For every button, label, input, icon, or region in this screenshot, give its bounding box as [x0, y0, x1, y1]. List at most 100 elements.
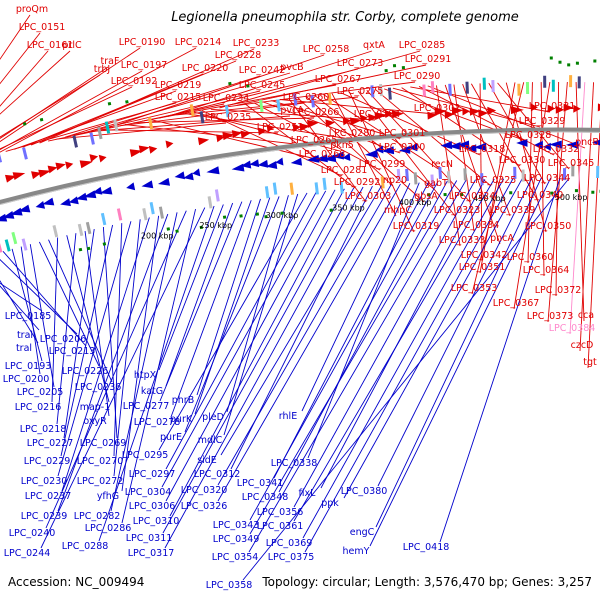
- rna-feature-block: [438, 166, 442, 180]
- label-leader-line: [366, 90, 471, 203]
- label-leader-line: [579, 82, 594, 352]
- label-leader-line: [575, 82, 585, 322]
- rna-feature-block: [430, 81, 435, 94]
- label-leader-line: [305, 96, 425, 203]
- map-title: Legionella pneumophila str. Corby, compl…: [171, 10, 519, 25]
- gene-label: LPC_0270: [77, 456, 124, 467]
- rna-feature-block: [446, 171, 451, 184]
- label-leader-line: [0, 258, 78, 335]
- cog-feature-mark: [549, 56, 553, 60]
- gene-label: LPC_0190: [119, 37, 166, 48]
- rna-feature-block: [327, 92, 332, 106]
- cog-feature-mark: [574, 189, 578, 193]
- gene-label: LPC_0213: [49, 346, 96, 357]
- label-leader-line: [162, 187, 355, 534]
- label-leader-line: [279, 99, 436, 115]
- gene-label: LPC_0301: [379, 128, 426, 139]
- gene-label: LPC_0236: [75, 382, 122, 393]
- gene-label: htpX: [134, 370, 157, 381]
- label-leader-line: [29, 244, 55, 388]
- rna-feature-block: [214, 189, 220, 202]
- forward-gene-arrow: [451, 106, 464, 115]
- label-leader-line: [167, 50, 373, 117]
- gene-label: ppk: [321, 498, 339, 509]
- label-leader-line: [369, 177, 552, 547]
- gene-label: LPC_0310: [133, 516, 180, 527]
- rna-feature-block: [491, 80, 495, 93]
- gene-label: LPC_0349: [213, 534, 260, 545]
- gene-label: LPC_0267: [315, 74, 362, 85]
- gene-label: traF: [101, 56, 120, 67]
- gene-label: LPC_0291: [405, 54, 452, 65]
- rna-feature-block: [596, 165, 600, 179]
- rna-feature-block: [293, 93, 298, 106]
- label-leader-line: [555, 81, 560, 297]
- reverse-gene-arrow: [323, 154, 337, 163]
- gene-label: LPC_0235: [205, 112, 252, 123]
- label-leader-line: [48, 239, 113, 383]
- gene-label: LPC_0200: [3, 374, 50, 385]
- reverse-gene-arrow: [183, 172, 194, 181]
- reverse-gene-arrow: [68, 196, 79, 205]
- label-leader-line: [249, 180, 458, 535]
- reverse-gene-arrow: [257, 159, 269, 168]
- gene-label: LPC_0326: [181, 501, 228, 512]
- reverse-gene-arrow: [534, 140, 543, 149]
- cog-feature-mark: [199, 225, 204, 230]
- rna-feature-block: [563, 168, 567, 181]
- reverse-gene-arrow: [516, 138, 528, 147]
- gene-label: LPC_0220: [182, 63, 229, 74]
- gene-label: LPC_0292: [334, 177, 381, 188]
- cog-feature-mark: [39, 117, 44, 122]
- gene-label: LPC_0205: [17, 387, 64, 398]
- forward-gene-arrow: [384, 109, 394, 118]
- label-leader-line: [73, 90, 261, 136]
- gene-label: LPC_0193: [5, 361, 52, 372]
- gene-label: purE: [160, 432, 182, 443]
- gene-label: LPC_0358: [206, 580, 253, 591]
- gene-label: np20: [383, 175, 407, 186]
- rna-feature-block: [113, 119, 119, 132]
- gene-label: LPC_0375: [268, 552, 315, 563]
- reverse-gene-arrow: [240, 160, 252, 169]
- label-leader-line: [176, 96, 359, 116]
- cog-feature-mark: [228, 81, 232, 86]
- accession-text: Accession: NC_009494: [8, 575, 144, 589]
- forward-gene-arrow: [47, 165, 58, 174]
- gene-label: trbJ: [94, 64, 110, 75]
- forward-gene-arrow: [257, 127, 268, 136]
- gene-label: LPC_0215: [155, 92, 202, 103]
- cog-feature-mark: [86, 246, 91, 251]
- gene-label: oxyR: [83, 416, 107, 427]
- label-leader-line: [248, 179, 467, 553]
- gene-label: LPC_0244: [4, 548, 51, 559]
- gene-label: LPC_0286: [85, 523, 132, 534]
- reverse-gene-arrow: [249, 159, 260, 168]
- gene-label: LPC_0300: [379, 142, 426, 153]
- rna-feature-block: [370, 85, 375, 98]
- label-leader-line: [323, 94, 441, 171]
- label-leader-line: [219, 50, 421, 109]
- rna-feature-block: [289, 182, 295, 195]
- reverse-gene-arrow: [398, 145, 411, 154]
- gene-label: LPC_0269: [80, 438, 127, 449]
- reverse-gene-arrow: [457, 140, 470, 149]
- gene-label: LPC_0342: [461, 250, 508, 261]
- gene-label: LPC_0384: [549, 323, 596, 334]
- gene-label: LPC_0295: [122, 450, 169, 461]
- label-leader-line: [150, 119, 321, 161]
- reverse-gene-arrow: [375, 145, 384, 154]
- cog-feature-mark: [509, 191, 513, 195]
- forward-gene-arrow: [38, 169, 52, 178]
- gene-label: LPC_0206: [40, 334, 87, 345]
- gene-label: LPC_0260: [283, 92, 330, 103]
- backbone-highlight: [0, 131, 600, 206]
- label-leader-line: [102, 226, 118, 439]
- gene-label: LPC_0303: [345, 191, 392, 202]
- label-leader-line: [90, 115, 291, 132]
- reverse-gene-arrow: [206, 166, 220, 175]
- gene-label: purK: [170, 414, 193, 425]
- rna-feature-block: [465, 81, 469, 94]
- rna-feature-block: [0, 240, 3, 253]
